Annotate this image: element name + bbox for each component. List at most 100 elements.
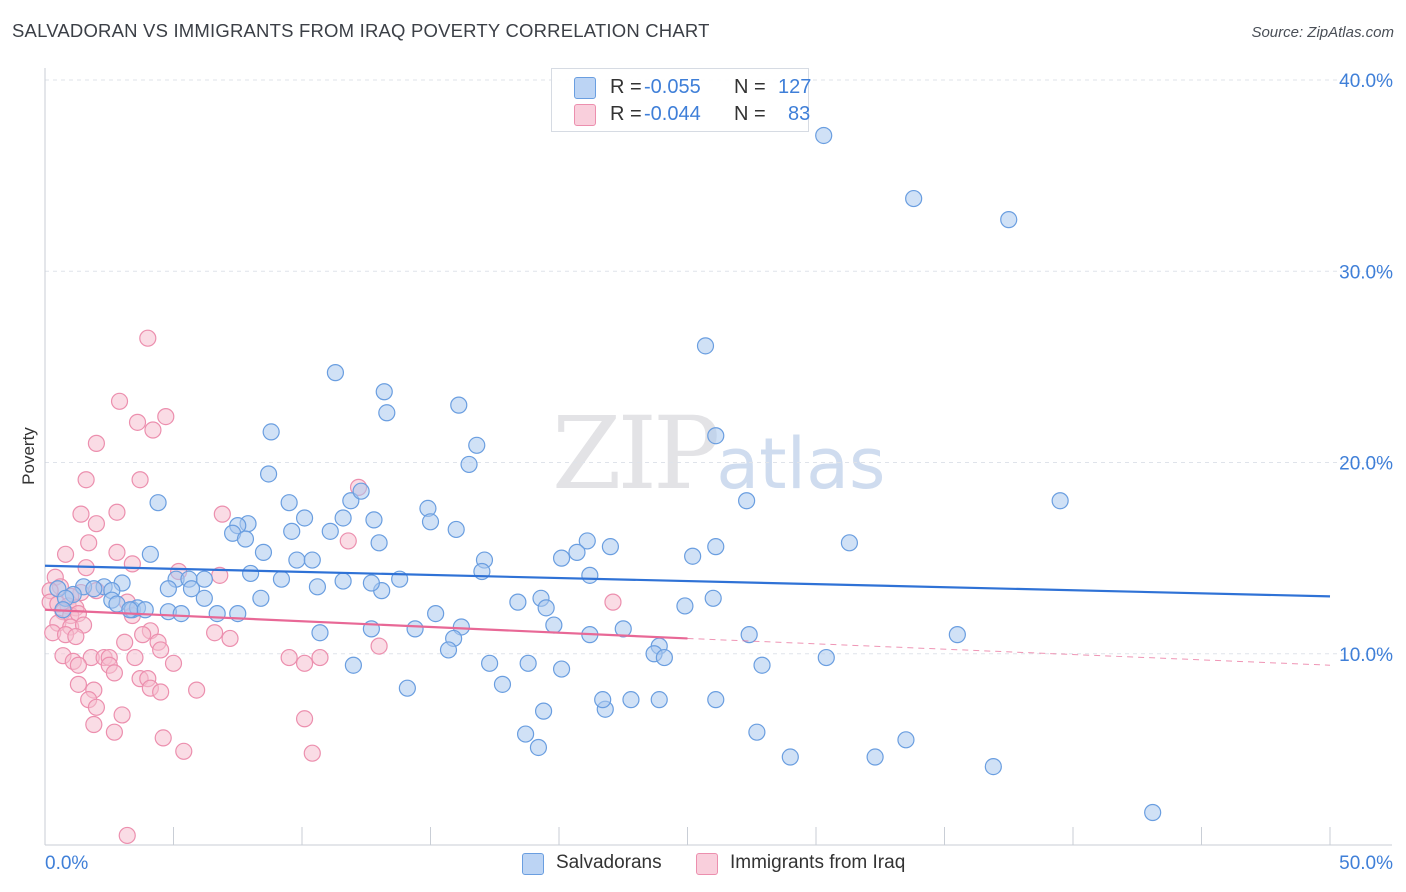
y-tick-label: 40.0%	[1339, 71, 1393, 92]
iraq-point	[206, 624, 224, 642]
salvadoran-point	[288, 551, 306, 569]
salvadoran-point	[254, 543, 273, 561]
iraq-point	[116, 633, 134, 651]
salvadoran-point	[398, 679, 416, 697]
salvadoran-point	[817, 648, 835, 667]
iraq-point	[108, 543, 126, 561]
x-tick-label: 0.0%	[45, 853, 88, 874]
salvadoran-point	[375, 383, 393, 401]
iraq-point	[139, 329, 157, 347]
iraq-point	[303, 744, 321, 762]
salvadoran-point	[516, 725, 535, 743]
salvadoran-point	[468, 436, 486, 454]
iraq-point	[105, 664, 123, 682]
salvadoran-point	[1144, 803, 1162, 822]
salvadoran-point	[326, 364, 345, 382]
legend-r-value: -0.055	[644, 76, 701, 98]
iraq-point	[295, 710, 314, 728]
iraq-point	[72, 505, 90, 523]
salvadoran-point	[362, 574, 380, 592]
iraq-point	[110, 392, 129, 410]
salvadoran-point	[493, 675, 512, 693]
legend-swatch-pink	[574, 104, 596, 126]
iraq-point	[87, 698, 106, 716]
salvadoran-point	[707, 427, 725, 445]
iraq-point	[69, 656, 88, 674]
salvadoran-point	[905, 189, 923, 208]
salvadoran-point	[552, 660, 571, 678]
salvadoran-point	[568, 543, 586, 561]
y-tick-label: 10.0%	[1339, 645, 1393, 666]
salvadoran-point	[594, 691, 612, 709]
chart-title: SALVADORAN VS IMMIGRANTS FROM IRAQ POVER…	[12, 20, 710, 41]
salvadoran-points	[49, 126, 1162, 822]
salvadoran-point	[311, 624, 329, 642]
salvadoran-point	[622, 691, 640, 709]
salvadoran-point	[552, 549, 571, 567]
salvadoran-point	[481, 654, 499, 672]
salvadoran-point	[378, 404, 396, 422]
salvadoran-point	[447, 520, 465, 539]
legend-swatch-blue	[574, 77, 596, 99]
iraq-point	[221, 629, 239, 648]
legend-r-value: -0.044	[644, 103, 701, 125]
salvadoran-point	[1051, 492, 1069, 510]
iraq-point	[188, 681, 206, 699]
x-tick-label: 50.0%	[1339, 853, 1393, 874]
y-tick-label: 20.0%	[1339, 454, 1393, 475]
salvadoran-point	[242, 564, 260, 583]
iraq-point	[56, 545, 75, 563]
salvadoran-point	[650, 691, 668, 709]
legend-n-label: N =	[734, 76, 766, 98]
salvadoran-point	[676, 597, 694, 615]
salvadoran-point	[259, 465, 278, 483]
iraq-point	[113, 706, 131, 724]
iraq-point	[108, 503, 126, 521]
salvadoran-point	[85, 580, 103, 598]
iraq-point	[144, 421, 162, 439]
correlation-legend: R = -0.055 N = 127 R = -0.044 N = 83	[551, 68, 811, 132]
legend-label: Salvadorans	[556, 852, 662, 873]
salvadoran-point	[537, 599, 555, 617]
iraq-point	[128, 413, 147, 431]
salvadoran-point	[439, 641, 458, 659]
salvadoran-point	[707, 538, 725, 556]
salvadoran-point	[308, 578, 327, 596]
salvadoran-point	[655, 648, 673, 667]
legend-r-label: R =	[610, 103, 642, 125]
trend-lines	[44, 564, 1331, 666]
salvadoran-point	[427, 604, 445, 623]
iraq-point	[87, 434, 106, 452]
salvadoran-point	[581, 566, 599, 584]
salvadoran-point	[195, 589, 213, 607]
salvadoran-point	[370, 534, 388, 552]
salvadoran-point	[334, 572, 352, 590]
iraq-point	[213, 505, 231, 523]
salvadoran-point	[450, 396, 468, 414]
salvadoran-point	[707, 691, 725, 709]
iraq-point	[123, 555, 141, 573]
iraq-trend-line-extrapolated	[687, 637, 1331, 666]
iraq-point	[295, 654, 314, 672]
salvadoran-point	[1000, 211, 1018, 229]
iraq-point	[175, 742, 193, 760]
iraq-point	[154, 729, 172, 747]
iraq-point	[126, 648, 144, 667]
salvadoran-point	[344, 656, 362, 674]
salvadoran-point	[578, 532, 596, 550]
iraq-point	[311, 648, 329, 667]
salvadoran-point	[529, 738, 548, 757]
salvadoran-point	[159, 580, 177, 598]
legend-swatch-blue	[522, 853, 544, 875]
salvadoran-point	[283, 522, 301, 540]
salvadoran-point	[534, 702, 553, 720]
iraq-point	[164, 654, 183, 672]
salvadoran-point	[614, 620, 632, 638]
salvadoran-point	[460, 455, 478, 474]
legend-label: Immigrants from Iraq	[730, 852, 906, 873]
y-tick-label: 30.0%	[1339, 262, 1393, 283]
salvadoran-point	[334, 509, 352, 527]
legend-swatch-pink	[696, 853, 718, 875]
salvadoran-point	[262, 423, 280, 441]
salvadoran-point	[740, 626, 758, 644]
